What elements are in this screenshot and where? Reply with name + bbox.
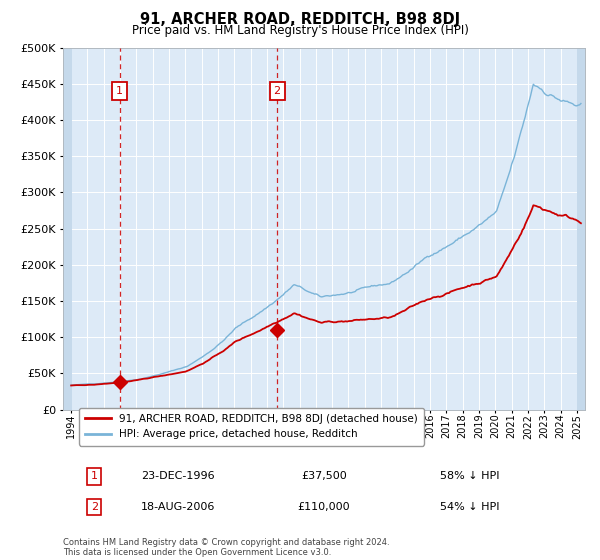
Text: 1: 1: [116, 86, 123, 96]
Text: 58% ↓ HPI: 58% ↓ HPI: [440, 472, 500, 482]
Bar: [577, 48, 586, 409]
Legend: 91, ARCHER ROAD, REDDITCH, B98 8DJ (detached house), HPI: Average price, detache: 91, ARCHER ROAD, REDDITCH, B98 8DJ (deta…: [79, 408, 424, 446]
Bar: [63, 48, 72, 409]
Text: 54% ↓ HPI: 54% ↓ HPI: [440, 502, 500, 512]
Text: 1: 1: [91, 472, 98, 482]
Text: 23-DEC-1996: 23-DEC-1996: [141, 472, 215, 482]
Text: 2: 2: [274, 86, 281, 96]
Text: £37,500: £37,500: [301, 472, 347, 482]
Text: 18-AUG-2006: 18-AUG-2006: [140, 502, 215, 512]
Text: 91, ARCHER ROAD, REDDITCH, B98 8DJ: 91, ARCHER ROAD, REDDITCH, B98 8DJ: [140, 12, 460, 27]
Text: Contains HM Land Registry data © Crown copyright and database right 2024.
This d: Contains HM Land Registry data © Crown c…: [63, 538, 389, 557]
Text: Price paid vs. HM Land Registry's House Price Index (HPI): Price paid vs. HM Land Registry's House …: [131, 24, 469, 37]
Text: 2: 2: [91, 502, 98, 512]
Text: £110,000: £110,000: [298, 502, 350, 512]
